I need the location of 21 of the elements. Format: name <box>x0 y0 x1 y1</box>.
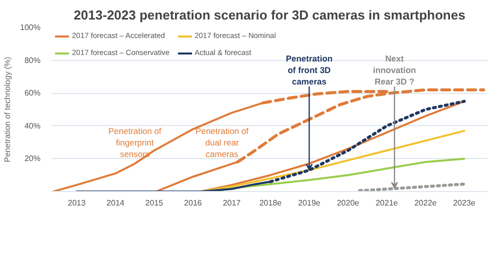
x-tick-label: 2017 <box>222 198 242 208</box>
y-tick-label: 100% <box>20 23 41 32</box>
y-tick-label: 20% <box>24 154 41 164</box>
y-tick-label: 40% <box>24 121 41 130</box>
y-tick-label: 80% <box>24 56 41 65</box>
annotation: Penetration of front 3D cameras <box>286 54 333 87</box>
x-tick-label: 2016 <box>184 198 202 208</box>
chart-title: 2013-2023 penetration scenario for 3D cameras in smartphones <box>74 8 466 22</box>
x-tick-label: 2021e <box>376 198 398 208</box>
x-tick-label: 2015 <box>145 198 164 208</box>
y-tick-label: 60% <box>24 88 41 98</box>
annotation: Next innovation Rear 3D ? <box>373 54 416 87</box>
x-tick-label: 2022e <box>414 198 438 208</box>
x-tick-label: 2013 <box>68 198 86 208</box>
x-tick-label: 2014 <box>106 198 125 208</box>
x-tick-label: 2023e <box>453 198 476 208</box>
x-tick-label: 2020e <box>336 198 360 208</box>
annotation: Penetration of dual rear cameras <box>196 126 250 159</box>
x-tick-label: 2019e <box>298 198 321 208</box>
x-tick-label: 2018e <box>259 198 282 208</box>
y-axis-title: Penetration of technology (%) <box>3 56 12 162</box>
